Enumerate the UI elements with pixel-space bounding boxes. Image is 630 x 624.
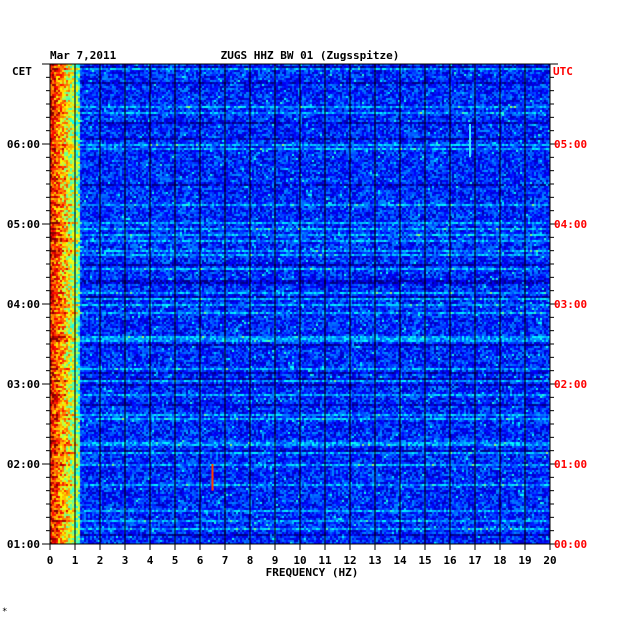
x-tick-label: 12 xyxy=(343,554,356,567)
x-axis-title: FREQUENCY (HZ) xyxy=(266,566,359,579)
left-tick-label: 03:00 xyxy=(7,378,40,391)
x-tick-label: 16 xyxy=(443,554,457,567)
x-tick-label: 17 xyxy=(468,554,481,567)
right-tick-label: 01:00 xyxy=(554,458,587,471)
left-axis-label: CET xyxy=(12,65,32,78)
x-tick-label: 10 xyxy=(293,554,306,567)
left-time-axis: 06:00 05:00 04:00 03:00 02:00 01:00 xyxy=(7,63,50,551)
x-tick-label: 14 xyxy=(393,554,407,567)
x-tick-label: 7 xyxy=(222,554,229,567)
x-tick-label: 3 xyxy=(122,554,129,567)
x-tick-label: 5 xyxy=(172,554,179,567)
x-tick-label: 11 xyxy=(318,554,332,567)
left-tick-label: 06:00 xyxy=(7,138,40,151)
footer-mark: * xyxy=(2,607,7,617)
left-tick-label: 04:00 xyxy=(7,298,40,311)
right-tick-label: 03:00 xyxy=(554,298,587,311)
frequency-grid xyxy=(49,64,551,544)
left-tick-label: 01:00 xyxy=(7,538,40,551)
right-tick-label: 02:00 xyxy=(554,378,587,391)
chart-title: ZUGS HHZ BW 01 (Zugsspitze) xyxy=(221,49,400,62)
right-time-axis: 05:00 04:00 03:00 02:00 01:00 00:00 xyxy=(550,63,587,551)
signal-features xyxy=(211,124,471,491)
x-tick-label: 0 xyxy=(47,554,54,567)
x-tick-label: 8 xyxy=(247,554,254,567)
x-tick-label: 1 xyxy=(72,554,79,567)
right-axis-label: UTC xyxy=(553,65,573,78)
left-tick-label: 05:00 xyxy=(7,218,40,231)
right-tick-label: 05:00 xyxy=(554,138,587,151)
x-tick-label: 18 xyxy=(493,554,506,567)
x-tick-label: 9 xyxy=(272,554,279,567)
chart-date: Mar 7,2011 xyxy=(50,49,117,62)
x-tick-label: 13 xyxy=(368,554,381,567)
x-tick-label: 20 xyxy=(543,554,556,567)
x-tick-label: 6 xyxy=(197,554,204,567)
x-tick-label: 2 xyxy=(97,554,104,567)
right-tick-label: 00:00 xyxy=(554,538,587,551)
left-tick-label: 02:00 xyxy=(7,458,40,471)
x-tick-label: 19 xyxy=(518,554,531,567)
frequency-axis: 0 1 2 3 4 5 6 7 8 9 10 11 12 13 14 15 16 17 18 19 20 xyxy=(47,544,557,567)
right-tick-label: 04:00 xyxy=(554,218,587,231)
x-tick-label: 15 xyxy=(418,554,431,567)
x-tick-label: 4 xyxy=(147,554,154,567)
